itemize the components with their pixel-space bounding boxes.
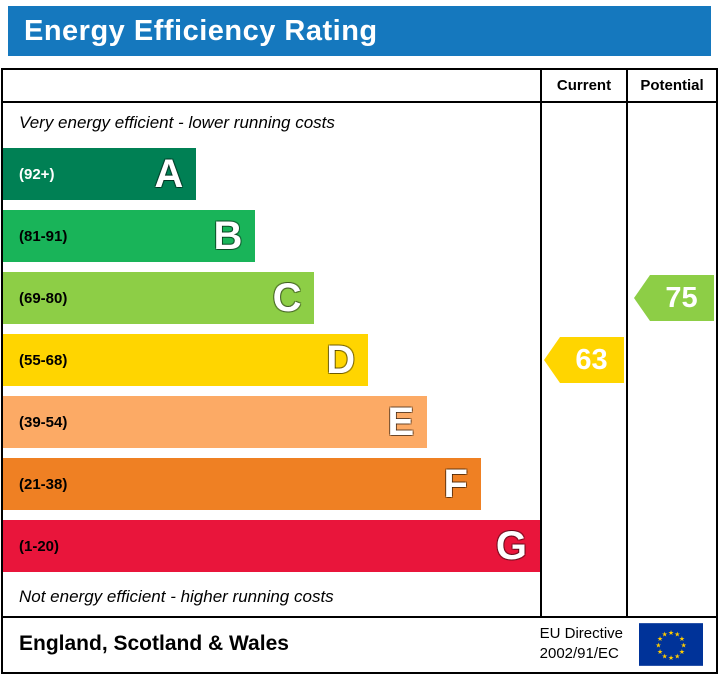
current-arrow: 63 (544, 337, 624, 383)
band-bar: (55-68) D (3, 334, 369, 386)
band-range-label: (55-68) (19, 351, 68, 369)
eu-flag-icon: ★ ★ ★ ★ ★ ★ ★ ★ ★ ★ ★ ★ (639, 622, 703, 666)
band-letter: C (272, 276, 302, 320)
svg-text:★: ★ (662, 652, 668, 660)
chart-area: Very energy efficient - lower running co… (3, 103, 540, 616)
svg-text:★: ★ (657, 635, 663, 643)
band-bar: (1-20) G (3, 520, 540, 572)
band-range-label: (21-38) (19, 475, 68, 493)
svg-text:★: ★ (674, 630, 680, 638)
region-label: England, Scotland & Wales (19, 632, 289, 655)
potential-column-header: Potential (626, 70, 716, 103)
table-footer: England, Scotland & Wales EU Directive 2… (3, 616, 716, 670)
svg-text:★: ★ (679, 647, 685, 655)
band-range-label: (81-91) (19, 227, 68, 245)
band-letter: B (213, 214, 243, 258)
bottom-note: Not energy efficient - higher running co… (19, 587, 334, 606)
svg-text:★: ★ (681, 641, 687, 649)
svg-text:★: ★ (668, 628, 674, 636)
current-rating-value: 63 (575, 343, 608, 376)
potential-rating-value: 75 (665, 281, 698, 314)
band-range-label: (39-54) (19, 413, 68, 431)
epc-page: Energy Efficiency Rating Current Potenti… (0, 6, 719, 681)
band-range-label: (1-20) (19, 537, 60, 555)
rating-grid: Current Potential Very energy efficient … (3, 70, 716, 616)
title-bar: Energy Efficiency Rating (8, 6, 711, 56)
band-bar: (92+) A (3, 148, 197, 200)
band-range-label: (92+) (19, 165, 55, 183)
band-bar: (21-38) F (3, 458, 481, 510)
band-letter: E (387, 400, 415, 444)
band-letter: F (443, 462, 468, 506)
eu-directive-label: EU Directive 2002/91/EC (540, 624, 623, 664)
svg-text:★: ★ (662, 630, 668, 638)
page-title: Energy Efficiency Rating (24, 14, 378, 47)
svg-text:★: ★ (679, 635, 685, 643)
band-row: (21-38) F (3, 453, 540, 515)
energy-rating-table: Current Potential Very energy efficient … (1, 68, 718, 674)
band-range-label: (69-80) (19, 289, 68, 307)
svg-text:★: ★ (657, 647, 663, 655)
band-letter: D (326, 338, 356, 382)
band-row: (92+) A (3, 143, 540, 205)
band-letter: A (154, 152, 184, 196)
svg-text:★: ★ (655, 641, 661, 649)
band-bar: (69-80) C (3, 272, 315, 324)
bands-container: (92+) A (81-91) B (69-80) C (55-68) D (3… (3, 143, 540, 577)
potential-column: 75 (626, 103, 716, 616)
svg-text:★: ★ (674, 652, 680, 660)
current-column: 63 (540, 103, 626, 616)
current-column-header: Current (540, 70, 626, 103)
eu-directive-line1: EU Directive (539, 625, 623, 642)
band-bar: (81-91) B (3, 210, 256, 262)
top-note: Very energy efficient - lower running co… (19, 113, 335, 132)
band-row: (81-91) B (3, 205, 540, 267)
potential-arrow: 75 (634, 275, 714, 321)
eu-directive-line2: 2002/91/EC (539, 645, 619, 662)
header-spacer (3, 70, 540, 103)
band-row: (1-20) G (3, 515, 540, 577)
band-row: (39-54) E (3, 391, 540, 453)
band-row: (55-68) D (3, 329, 540, 391)
band-bar: (39-54) E (3, 396, 428, 448)
svg-text:★: ★ (668, 654, 674, 662)
band-row: (69-80) C (3, 267, 540, 329)
band-letter: G (495, 524, 527, 568)
